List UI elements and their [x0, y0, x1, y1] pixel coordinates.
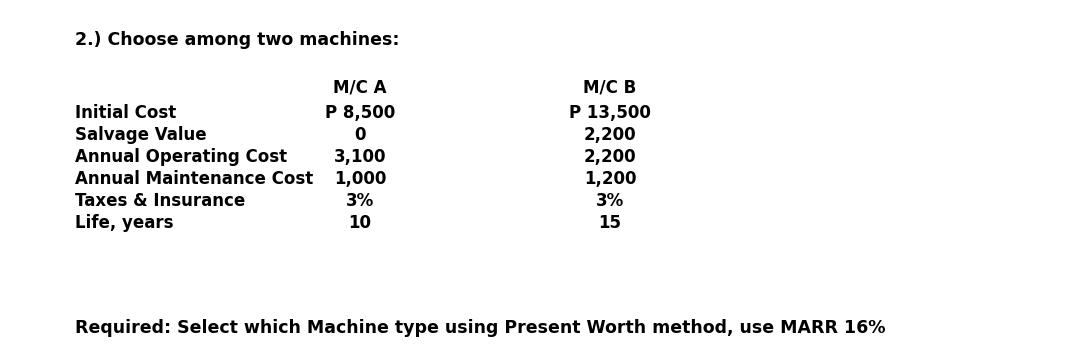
Text: 3%: 3%	[596, 192, 624, 210]
Text: Life, years: Life, years	[75, 214, 174, 232]
Text: P 13,500: P 13,500	[569, 104, 651, 122]
Text: 1,000: 1,000	[334, 170, 387, 188]
Text: 3,100: 3,100	[334, 148, 387, 166]
Text: Required: Select which Machine type using Present Worth method, use MARR 16%: Required: Select which Machine type usin…	[75, 319, 886, 337]
Text: 0: 0	[354, 126, 366, 144]
Text: 2.) Choose among two machines:: 2.) Choose among two machines:	[75, 31, 400, 49]
Text: P 8,500: P 8,500	[325, 104, 395, 122]
Text: M/C A: M/C A	[334, 79, 387, 97]
Text: 2,200: 2,200	[583, 126, 636, 144]
Text: 2,200: 2,200	[583, 148, 636, 166]
Text: M/C B: M/C B	[583, 79, 636, 97]
Text: Taxes & Insurance: Taxes & Insurance	[75, 192, 245, 210]
Text: 3%: 3%	[346, 192, 374, 210]
Text: 15: 15	[598, 214, 621, 232]
Text: Annual Maintenance Cost: Annual Maintenance Cost	[75, 170, 313, 188]
Text: Initial Cost: Initial Cost	[75, 104, 176, 122]
Text: Salvage Value: Salvage Value	[75, 126, 206, 144]
Text: 1,200: 1,200	[584, 170, 636, 188]
Text: 10: 10	[349, 214, 372, 232]
Text: Annual Operating Cost: Annual Operating Cost	[75, 148, 287, 166]
